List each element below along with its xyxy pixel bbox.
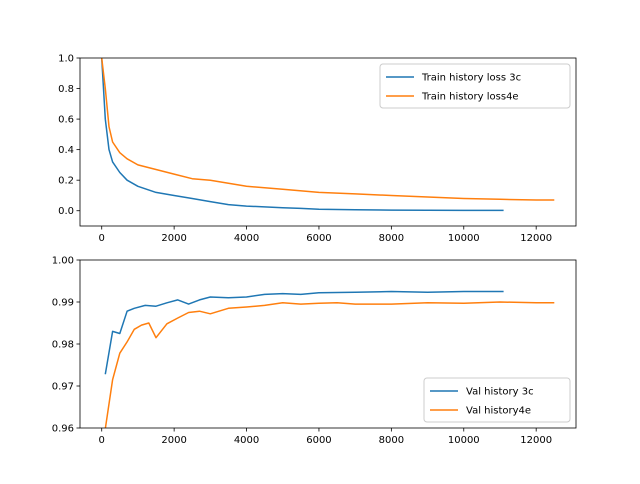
y-tick-label: 0.0: [58, 206, 74, 217]
legend-label: Val history 3c: [466, 387, 534, 398]
y-tick-label: 0.8: [58, 84, 74, 95]
x-tick-label: 0: [99, 435, 105, 446]
x-tick-label: 8000: [379, 435, 404, 446]
y-tick-label: 0.98: [52, 340, 74, 351]
legend: Train history loss 3c Train history loss4…: [379, 63, 571, 109]
series-group: [104, 290, 555, 428]
x-tick-label: 6000: [306, 435, 331, 446]
y-tick-label: 0.6: [58, 115, 74, 126]
x-tick-label: 12000: [520, 435, 552, 446]
legend-box: [379, 63, 571, 109]
x-tick-label: 12000: [520, 233, 552, 244]
series-line-blue: [104, 290, 504, 375]
x-tick-label: 2000: [161, 233, 186, 244]
legend-box: [423, 377, 571, 423]
y-tick-label: 1.00: [52, 256, 74, 267]
series-line-blue: [100, 58, 504, 212]
x-tick-label: 8000: [379, 233, 404, 244]
series-line-orange: [104, 301, 555, 428]
y-tick-label: 0.97: [52, 382, 74, 393]
x-tick-label: 10000: [448, 233, 480, 244]
legend-label: Train history loss 3c: [421, 73, 521, 84]
legend: Val history 3c Val history4e: [423, 377, 571, 423]
y-tick-label: 0.2: [58, 176, 74, 187]
loss-plot: 0 2000 4000 6000 8000 10000 12000 0.0 0.2 0.4 0.6 0…: [58, 54, 577, 244]
x-tick-label: 6000: [306, 233, 331, 244]
val-plot: 0 2000 4000 6000 8000 10000 12000 0.96 0.97 0.98 0…: [52, 256, 577, 446]
x-tick-label: 2000: [161, 435, 186, 446]
x-tick-label: 4000: [234, 233, 259, 244]
series-group: [100, 58, 555, 212]
y-tick-label: 0.96: [52, 424, 74, 435]
x-tick-label: 0: [99, 233, 105, 244]
x-tick-label: 4000: [234, 435, 259, 446]
x-tick-label: 10000: [448, 435, 480, 446]
legend-label: Val history4e: [466, 406, 531, 417]
legend-label: Train history loss4e: [421, 92, 519, 103]
axes-frame: [79, 57, 577, 227]
y-tick-label: 0.99: [52, 298, 74, 309]
y-tick-label: 1.0: [58, 54, 74, 65]
y-tick-label: 0.4: [58, 145, 74, 156]
series-line-orange: [100, 58, 555, 201]
